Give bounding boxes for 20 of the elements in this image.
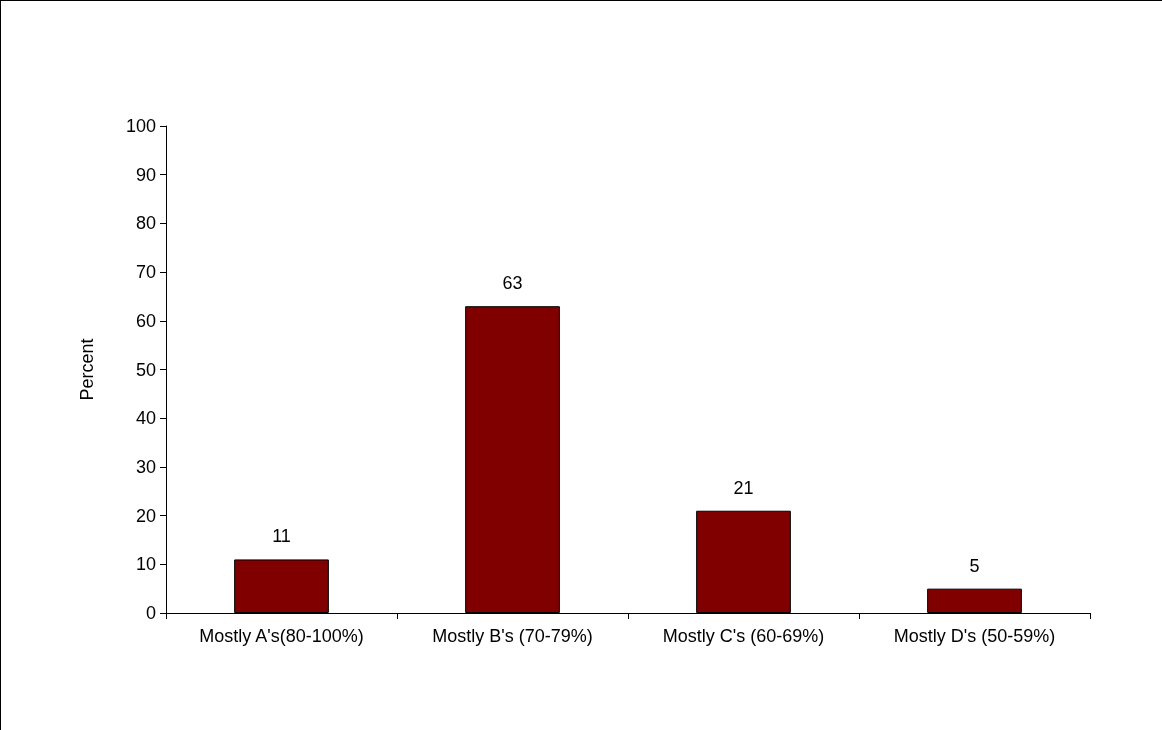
y-tick-label: 40: [135, 408, 156, 429]
y-tick-label: 20: [135, 505, 156, 526]
x-tick-label: Mostly D's (50-59%): [893, 626, 1056, 646]
y-tick-label: 30: [135, 456, 156, 477]
y-tick-label: 50: [135, 359, 156, 380]
y-axis-title: Percent: [77, 338, 97, 401]
data-label: 5: [969, 555, 980, 576]
data-label: 11: [272, 526, 291, 547]
y-tick-label: 90: [135, 164, 156, 185]
data-label: 63: [502, 273, 523, 294]
x-tick-label: Mostly C's (60-69%): [662, 626, 825, 646]
y-tick-label: 10: [135, 554, 156, 575]
y-tick-label: 60: [135, 310, 156, 331]
x-tick-label: Mostly A's(80-100%): [199, 626, 364, 646]
y-tick-label: 0: [145, 603, 156, 623]
y-tick-label: 100: [125, 116, 156, 136]
data-label: 21: [733, 477, 754, 498]
y-tick-label: 70: [135, 262, 156, 283]
x-tick-label: Mostly B's (70-79%): [432, 626, 593, 646]
y-tick-label: 80: [135, 213, 156, 234]
